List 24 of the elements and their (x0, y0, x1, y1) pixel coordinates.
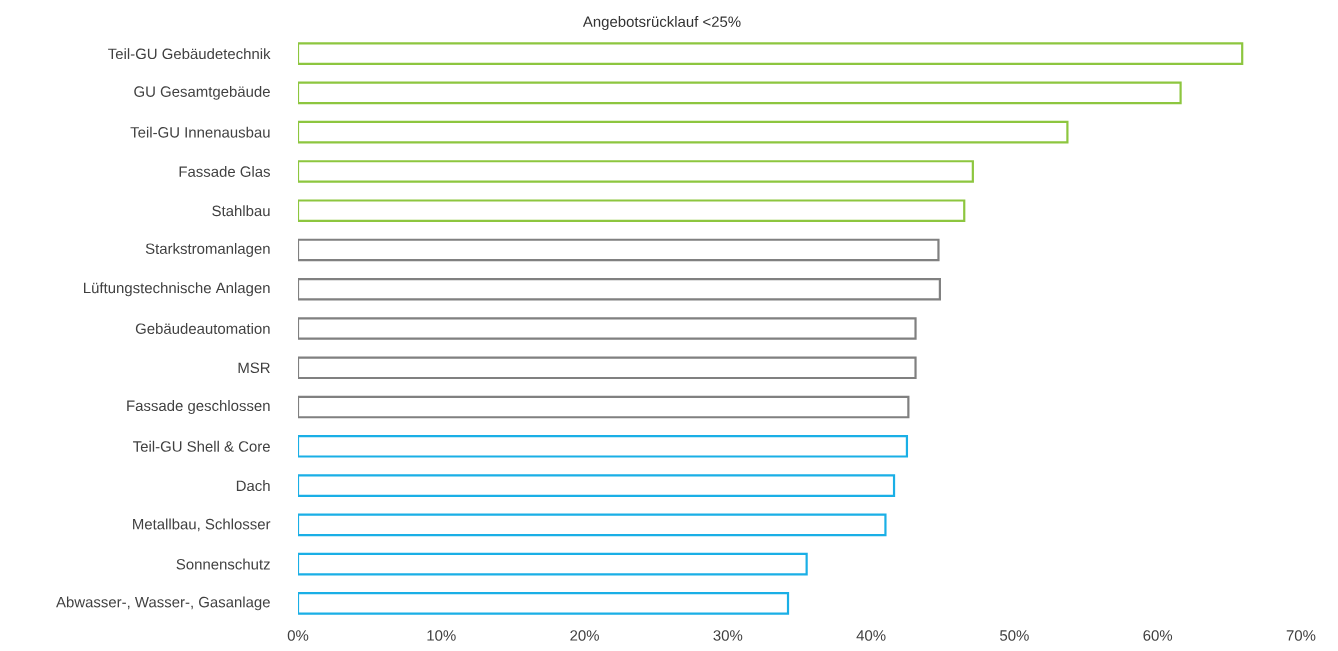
y-tick-label: Starkstromanlagen (145, 243, 270, 257)
y-tick-label: Fassade Glas (179, 165, 270, 177)
x-tick-label: 30% (713, 630, 743, 641)
y-tick-label: Teil-GU Gebäudetechnik (108, 48, 271, 60)
x-tick-label: 0% (287, 630, 309, 641)
y-tick-label: Stahlbau (212, 205, 270, 217)
x-tick-label: 40% (856, 630, 886, 641)
x-tick-label: 70% (1286, 630, 1316, 641)
y-tick-label: Teil-GU Innenausbau (130, 126, 270, 138)
y-tick-label: Sonnenschutz (176, 558, 270, 570)
chart-title: Angebotsrücklauf <25% (582, 16, 741, 30)
y-tick-label: MSR (238, 362, 270, 374)
y-tick-label: Gebäudeautomation (135, 323, 270, 334)
y-tick-label: Abwasser-, Wasser-, Gasanlage (56, 596, 270, 611)
y-tick-label: Dach (236, 480, 270, 492)
x-tick-label: 10% (427, 630, 456, 641)
x-tick-label: 60% (1143, 630, 1173, 641)
x-tick-label: 50% (1000, 630, 1029, 641)
y-tick-label: GU Gesamtgebäude (134, 85, 270, 100)
y-tick-label: Metallbau, Schlosser (133, 518, 271, 532)
x-tick-label: 20% (570, 630, 599, 641)
y-tick-label: Lüftungstechnische Anlagen (84, 282, 270, 297)
y-tick-label: Teil-GU Shell & Core (133, 440, 270, 452)
y-tick-label: Fassade geschlossen (127, 400, 270, 414)
